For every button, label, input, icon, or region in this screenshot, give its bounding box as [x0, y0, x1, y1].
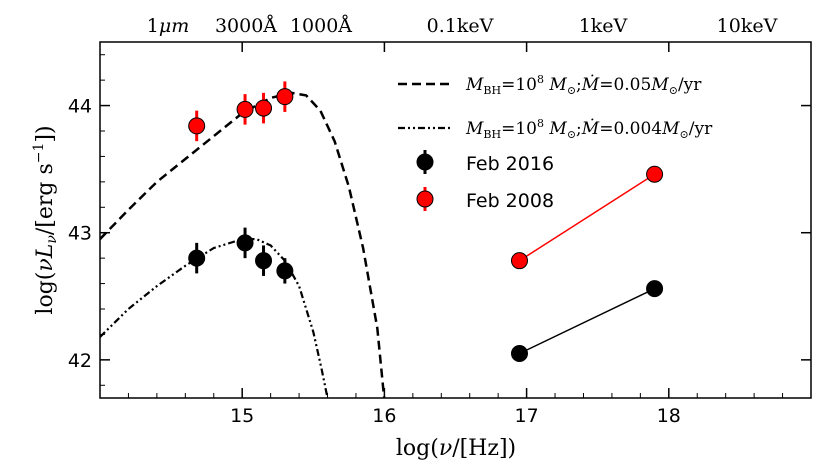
- xray-point: [646, 280, 664, 298]
- data-point: [255, 99, 273, 117]
- y-axis-label: log(νLν/[erg s−1]): [31, 125, 60, 314]
- y-tick-label: 42: [68, 350, 92, 372]
- top-label-10kev: 10keV: [717, 15, 778, 37]
- x-axis-label: log(ν/[Hz]): [396, 436, 516, 461]
- x-tick-label: 15: [230, 405, 254, 427]
- data-point: [188, 249, 206, 267]
- legend-feb2016-marker: [416, 150, 434, 174]
- y-tick-label: 43: [68, 223, 92, 245]
- data-point: [236, 100, 254, 118]
- xray-point: [646, 165, 664, 183]
- top-label-1um: 1μm: [147, 15, 189, 37]
- plot-frame: [99, 41, 812, 399]
- x-tick-label: 17: [515, 405, 539, 427]
- data-point: [255, 252, 273, 270]
- xray-line: [519, 287, 655, 355]
- legend-feb2008-marker: [416, 187, 434, 211]
- legend-feb2008-label: Feb 2008: [466, 190, 554, 212]
- top-label-0.1kev: 0.1keV: [427, 15, 494, 37]
- xray-point: [510, 252, 528, 270]
- legend-dashdot-label: MBH=108 M⊙;Ṁ=0.004M⊙/yr: [465, 117, 713, 141]
- data-point: [276, 88, 294, 106]
- data-point: [188, 117, 206, 135]
- legend-dashed-label: MBH=108 M⊙;Ṁ=0.05M⊙/yr: [465, 73, 702, 97]
- legend: MBH=108 M⊙;Ṁ=0.05M⊙/yr MBH=108 M⊙;Ṁ=0.00…: [398, 73, 713, 212]
- top-label-3000A: 3000Å: [215, 15, 277, 37]
- x-tick-label: 18: [657, 405, 681, 427]
- data-point: [236, 234, 254, 252]
- legend-feb2016-label: Feb 2016: [466, 153, 554, 175]
- model-curve-dashdotdot: [100, 238, 329, 398]
- xray-line: [519, 173, 655, 262]
- top-label-1000A: 1000Å: [290, 15, 352, 37]
- xray-point: [510, 345, 528, 362]
- x-tick-label: 16: [372, 405, 396, 427]
- y-tick-label: 44: [68, 96, 92, 118]
- data-point: [276, 262, 294, 280]
- top-label-1kev: 1keV: [579, 15, 628, 37]
